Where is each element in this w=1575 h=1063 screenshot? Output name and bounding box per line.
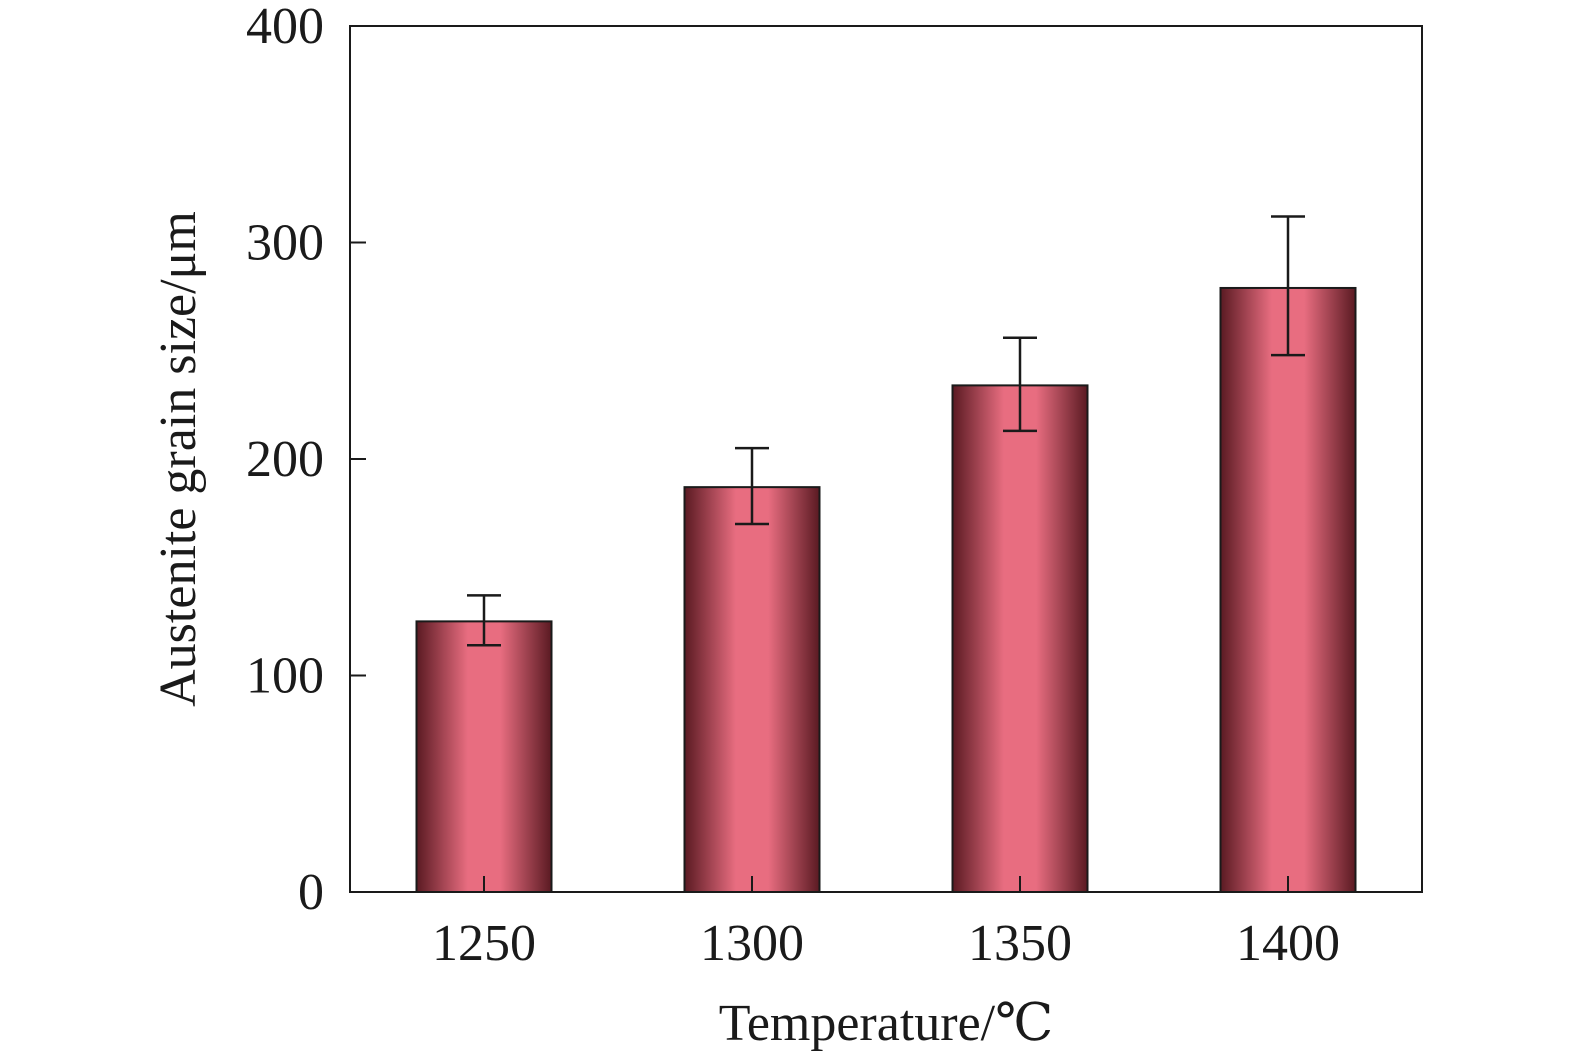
- y-tick-label-200: 200: [246, 431, 324, 488]
- x-tick-label-1250: 1250: [432, 915, 536, 972]
- bar-1350: [951, 384, 1089, 893]
- bar-1400: [1219, 286, 1357, 893]
- y-axis-ticks: 0 100 200 300 400: [246, 0, 366, 921]
- y-tick-label-100: 100: [246, 648, 324, 705]
- error-bar-1300: [735, 446, 769, 526]
- y-tick-label-300: 300: [246, 215, 324, 272]
- bars-layer: [415, 286, 1357, 893]
- error-bar-1250: [467, 594, 501, 647]
- y-axis-label: Austenite grain size/μm: [150, 211, 207, 707]
- bar-1300: [683, 486, 821, 893]
- y-tick-label-0: 0: [298, 864, 324, 921]
- x-axis-label: Temperature/℃: [719, 995, 1054, 1052]
- x-axis-ticks: 1250 1300 1350 1400: [432, 876, 1340, 972]
- bar-1250: [415, 620, 553, 893]
- error-bar-1350: [1003, 336, 1037, 433]
- x-tick-label-1400: 1400: [1236, 915, 1340, 972]
- error-bar-1400: [1271, 215, 1305, 357]
- error-bars-layer: [467, 215, 1305, 647]
- x-tick-label-1300: 1300: [700, 915, 804, 972]
- y-tick-label-400: 400: [246, 0, 324, 55]
- x-tick-label-1350: 1350: [968, 915, 1072, 972]
